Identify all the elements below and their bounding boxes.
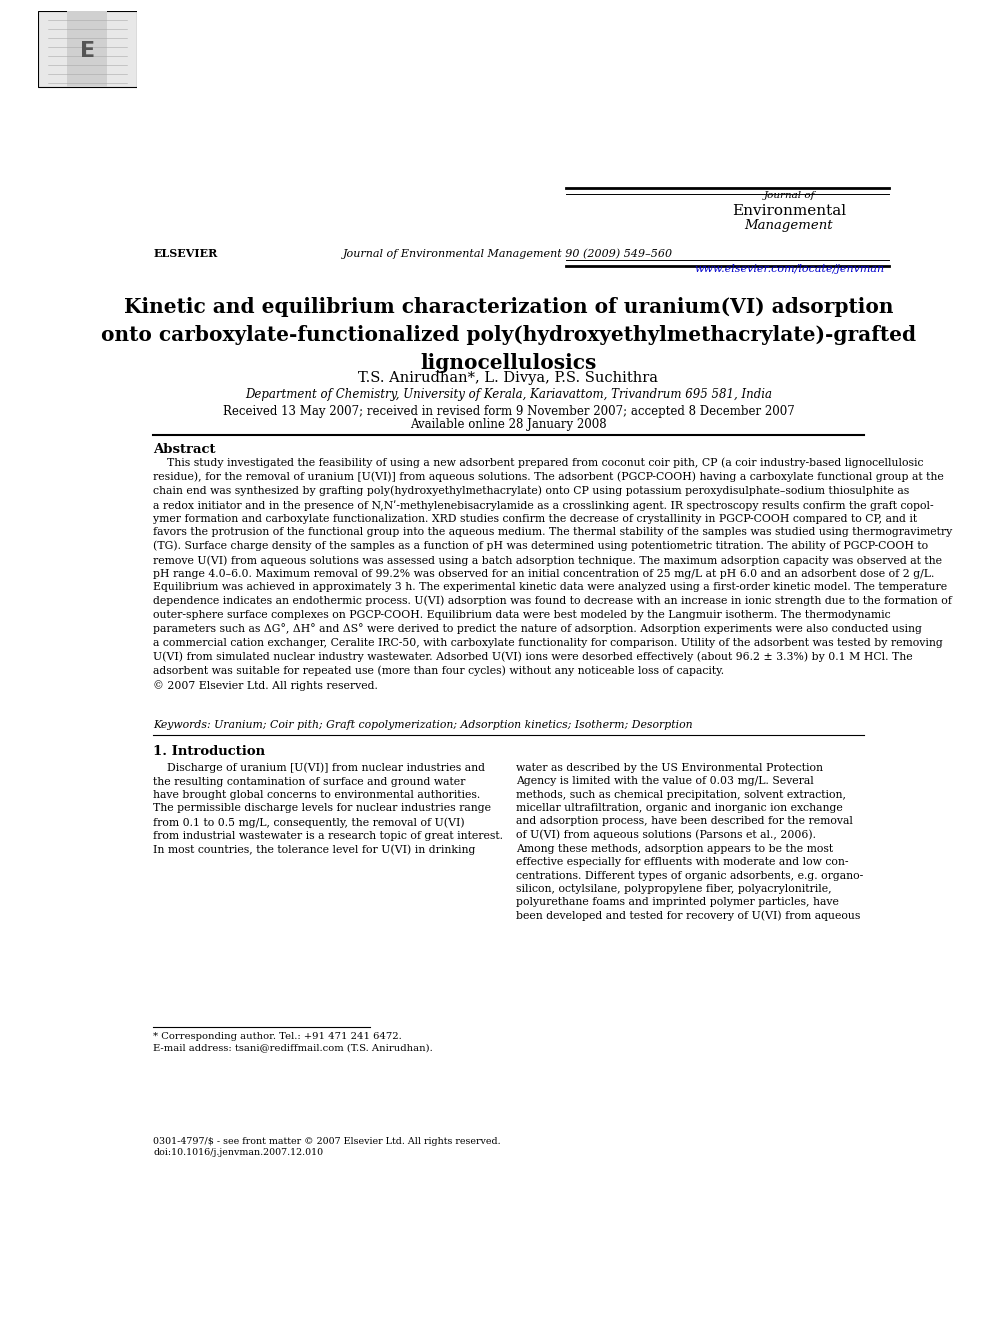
Text: ELSEVIER: ELSEVIER (153, 249, 217, 259)
Text: E-mail address: tsani@rediffmail.com (T.S. Anirudhan).: E-mail address: tsani@rediffmail.com (T.… (153, 1043, 433, 1052)
Text: Journal of: Journal of (763, 192, 814, 200)
Text: Abstract: Abstract (153, 443, 215, 456)
Bar (38, 11, 137, 87)
Text: water as described by the US Environmental Protection
Agency is limited with the: water as described by the US Environment… (516, 763, 863, 921)
Text: Keywords: Uranium; Coir pith; Graft copolymerization; Adsorption kinetics; Isoth: Keywords: Uranium; Coir pith; Graft copo… (153, 720, 692, 730)
Text: Kinetic and equilibrium characterization of uranium(VI) adsorption
onto carboxyl: Kinetic and equilibrium characterization… (101, 298, 916, 373)
Text: www.elsevier.com/locate/jenvman: www.elsevier.com/locate/jenvman (694, 263, 884, 274)
Text: Environmental: Environmental (732, 204, 846, 217)
Text: E: E (79, 41, 95, 61)
Text: doi:10.1016/j.jenvman.2007.12.010: doi:10.1016/j.jenvman.2007.12.010 (153, 1148, 323, 1156)
Text: This study investigated the feasibility of using a new adsorbent prepared from c: This study investigated the feasibility … (153, 458, 952, 691)
Text: Received 13 May 2007; received in revised form 9 November 2007; accepted 8 Decem: Received 13 May 2007; received in revise… (222, 405, 795, 418)
Text: Available online 28 January 2008: Available online 28 January 2008 (410, 418, 607, 430)
Text: Management: Management (745, 218, 833, 232)
Text: Discharge of uranium [U(VI)] from nuclear industries and
the resulting contamina: Discharge of uranium [U(VI)] from nuclea… (153, 763, 503, 855)
Text: T.S. Anirudhan*, L. Divya, P.S. Suchithra: T.S. Anirudhan*, L. Divya, P.S. Suchithr… (358, 370, 659, 385)
Text: Department of Chemistry, University of Kerala, Kariavattom, Trivandrum 695 581, : Department of Chemistry, University of K… (245, 388, 772, 401)
Bar (67, 11, 107, 87)
Text: * Corresponding author. Tel.: +91 471 241 6472.: * Corresponding author. Tel.: +91 471 24… (153, 1032, 402, 1041)
Text: 1. Introduction: 1. Introduction (153, 745, 265, 758)
Text: 0301-4797/$ - see front matter © 2007 Elsevier Ltd. All rights reserved.: 0301-4797/$ - see front matter © 2007 El… (153, 1136, 501, 1146)
Text: Journal of Environmental Management 90 (2009) 549–560: Journal of Environmental Management 90 (… (343, 249, 674, 259)
